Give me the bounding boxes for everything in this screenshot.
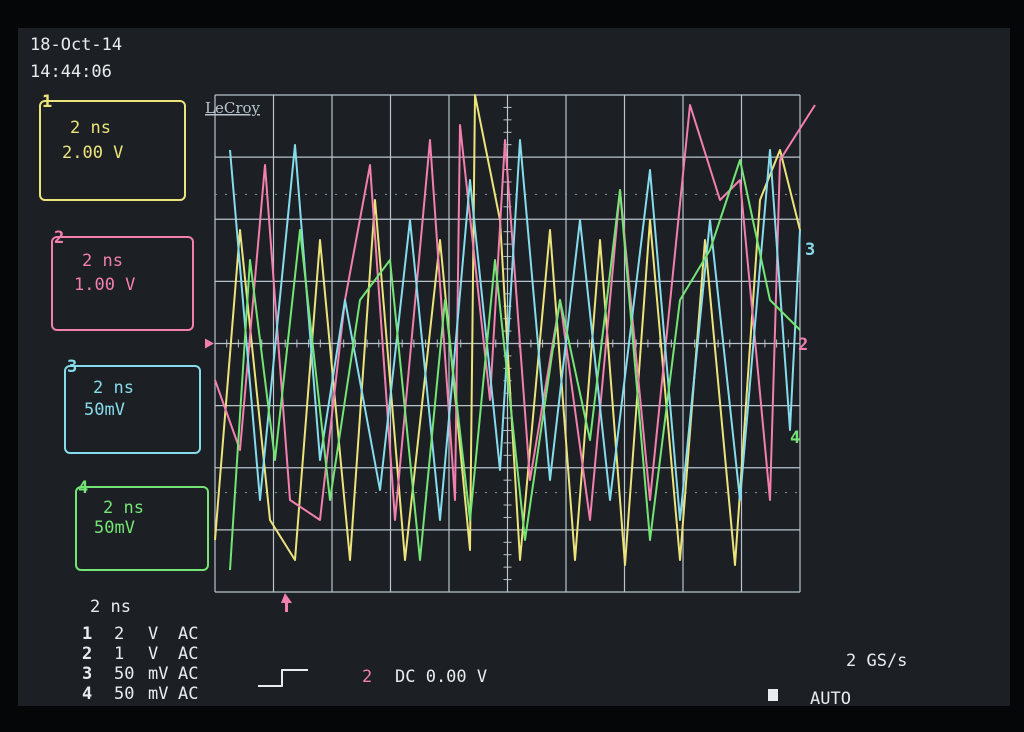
- channel-number: 2: [54, 228, 64, 248]
- trigger-mode: AUTO: [810, 689, 851, 709]
- time: 14:44:06: [30, 62, 112, 82]
- scale: 1.00 V: [74, 275, 135, 295]
- channel-number: 1: [82, 624, 92, 644]
- channel-number: 4: [82, 684, 92, 704]
- summary-cell: V: [148, 644, 158, 664]
- trace-marker: 3: [805, 240, 815, 260]
- channel-number: 3: [67, 357, 77, 377]
- channel-1-box: 1 2 ns 2.00 V: [39, 92, 186, 201]
- trigger-position-marker: [281, 593, 292, 612]
- channel-number: 4: [78, 478, 88, 498]
- trace-3: [229, 139, 801, 521]
- scale: 50mV: [84, 400, 125, 420]
- trigger-level-marker: [205, 338, 214, 349]
- summary-cell: 1: [114, 644, 124, 664]
- status-indicator: [768, 689, 778, 701]
- trigger-icon: [258, 669, 308, 687]
- trace-1: [214, 94, 801, 566]
- summary-cell: mV: [148, 684, 168, 704]
- summary-cell: mV: [148, 664, 168, 684]
- timebase: 2 ns: [70, 118, 111, 138]
- summary-table: 1 2 V AC2 1 V AC3 50 mV AC4 50 mV AC: [82, 624, 198, 704]
- channel-3-box: 3 2 ns 50mV: [64, 357, 201, 454]
- logo: LeCroy: [205, 99, 261, 117]
- timebase: 2 ns: [82, 251, 123, 271]
- trace-4: [229, 159, 801, 571]
- scale: 2.00 V: [62, 143, 123, 163]
- summary-cell: AC: [178, 624, 198, 644]
- summary-cell: AC: [178, 664, 198, 684]
- channel-number: 2: [82, 644, 92, 664]
- summary-cell: 50: [114, 684, 134, 704]
- trigger-channel: 2: [362, 667, 372, 687]
- channel-2-box: 2 2 ns 1.00 V: [51, 228, 194, 331]
- timebase: 2 ns: [93, 378, 134, 398]
- summary-cell: 50: [114, 664, 134, 684]
- channel-number: 1: [42, 92, 52, 112]
- trigger-setting: DC 0.00 V: [395, 667, 487, 687]
- trace-marker: 2: [798, 335, 808, 355]
- summary-timebase: 2 ns: [90, 597, 131, 617]
- summary-cell: AC: [178, 644, 198, 664]
- sample-rate: 2 GS/s: [846, 651, 907, 671]
- scale: 50mV: [94, 518, 135, 538]
- channel-number: 3: [82, 664, 92, 684]
- date: 18-Oct-14: [30, 35, 122, 55]
- channel-4-box: 4 2 ns 50mV: [75, 478, 209, 571]
- trace-marker: 4: [790, 428, 800, 448]
- trace-2: [214, 104, 816, 521]
- summary-cell: V: [148, 624, 158, 644]
- summary-cell: AC: [178, 684, 198, 704]
- timebase: 2 ns: [103, 498, 144, 518]
- summary-cell: 2: [114, 624, 124, 644]
- waveforms: [214, 94, 816, 571]
